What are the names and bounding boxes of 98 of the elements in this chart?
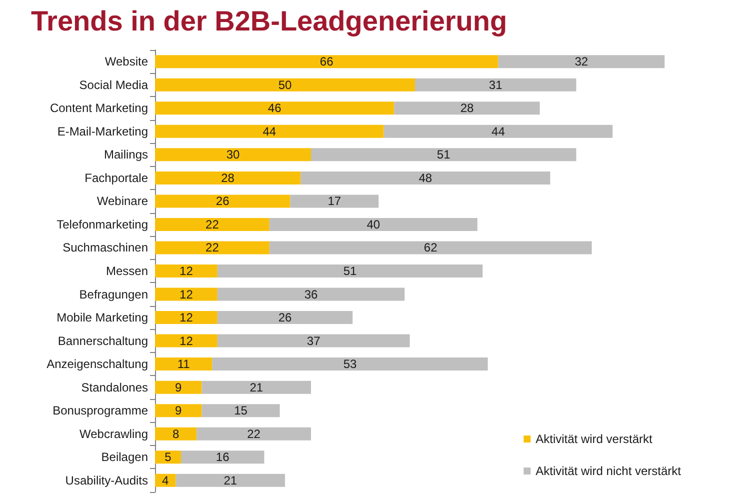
data-label: 30	[226, 148, 240, 162]
data-label: 44	[492, 124, 506, 138]
data-label: 32	[574, 54, 588, 69]
data-label: 37	[306, 334, 321, 348]
data-label: 26	[278, 310, 292, 325]
y-tick-label: Messen	[106, 264, 148, 278]
data-label: 28	[460, 101, 474, 116]
data-label: 40	[366, 217, 380, 232]
y-tick-label: Fachportale	[84, 170, 148, 185]
y-tick-label: Social Media	[79, 78, 148, 92]
data-label: 44	[262, 124, 276, 138]
bar	[384, 124, 613, 138]
bar	[498, 55, 665, 68]
y-tick-label: Befragungen	[79, 287, 148, 302]
bar	[155, 380, 202, 394]
legend-label: Aktivität wird nicht verstärkt	[536, 464, 682, 478]
data-label: 50	[278, 78, 292, 92]
bar	[155, 194, 290, 208]
bar	[181, 450, 264, 464]
bar	[155, 358, 212, 371]
data-label: 12	[180, 287, 194, 302]
bar	[311, 148, 576, 162]
y-tick-label: Webinare	[96, 194, 148, 208]
data-label: 9	[175, 404, 182, 418]
bar	[155, 124, 384, 138]
y-tick-label: Webcrawling	[80, 426, 148, 441]
bar	[217, 311, 353, 324]
data-label: 22	[247, 426, 261, 441]
bar	[155, 218, 270, 231]
y-tick-label: Telefonmarketing	[56, 217, 148, 232]
data-label: 17	[328, 194, 342, 208]
chart-title: Trends in der B2B-Leadgenerierung	[31, 6, 508, 36]
bar	[155, 427, 197, 440]
bar	[196, 427, 311, 440]
data-label: 12	[180, 310, 194, 325]
y-tick-label: Mailings	[104, 148, 148, 162]
y-tick-label: Mobile Marketing	[56, 310, 148, 325]
data-label: 15	[234, 404, 248, 418]
bar	[155, 404, 202, 418]
bar	[155, 78, 415, 92]
bar	[155, 334, 218, 348]
bar	[176, 474, 285, 487]
bar	[155, 264, 218, 278]
data-label: 22	[206, 240, 220, 255]
data-label: 21	[224, 473, 238, 488]
legend-label: Aktivität wird verstärkt	[536, 432, 653, 446]
bar	[415, 78, 576, 92]
data-label: 51	[436, 148, 451, 162]
data-label: 26	[216, 194, 230, 208]
data-label: 28	[221, 170, 235, 185]
bar	[202, 404, 280, 418]
data-label: 12	[180, 264, 194, 278]
bar	[155, 474, 176, 487]
bar	[155, 311, 218, 324]
data-label: 21	[250, 380, 264, 394]
data-label: 22	[206, 217, 220, 232]
bar	[155, 148, 311, 162]
bar	[217, 264, 483, 278]
bar	[269, 218, 478, 231]
data-label: 66	[320, 54, 334, 69]
bar	[202, 380, 311, 394]
y-tick-label: Bannerschaltung	[58, 334, 148, 348]
data-label: 53	[343, 357, 357, 372]
data-label: 5	[164, 450, 172, 464]
bar	[394, 102, 540, 115]
y-tick-label: Anzeigenschaltung	[46, 357, 148, 372]
data-label: 51	[343, 264, 357, 278]
bar	[155, 102, 394, 115]
data-label: 16	[216, 450, 230, 464]
bar	[300, 171, 550, 184]
y-tick-label: Beilagen	[101, 450, 148, 464]
data-label: 31	[488, 78, 503, 92]
bar	[155, 241, 270, 254]
data-label: 9	[175, 380, 182, 394]
data-label: 62	[424, 240, 438, 255]
data-label: 4	[162, 473, 170, 488]
bar	[269, 241, 592, 254]
data-label: 11	[177, 357, 190, 372]
bar	[155, 171, 301, 184]
y-tick-label: Content Marketing	[50, 101, 148, 116]
bar	[155, 450, 181, 464]
data-label: 8	[172, 426, 180, 441]
y-tick-label: Usability-Audits	[65, 473, 148, 488]
bar	[212, 358, 488, 371]
bar	[290, 194, 379, 208]
bar	[217, 288, 405, 301]
bar	[155, 55, 498, 68]
y-tick-label: Standalones	[81, 380, 148, 394]
y-tick-label: Suchmaschinen	[62, 240, 148, 255]
data-label: 48	[418, 170, 432, 185]
y-tick-label: E-Mail-Marketing	[57, 124, 148, 138]
data-label: 12	[180, 334, 194, 348]
y-tick-label: Website	[104, 54, 148, 69]
data-label: 36	[304, 287, 318, 302]
y-tick-label: Bonusprogramme	[52, 404, 148, 418]
data-label: 46	[268, 101, 282, 116]
bar	[155, 288, 218, 301]
bar	[217, 334, 410, 348]
